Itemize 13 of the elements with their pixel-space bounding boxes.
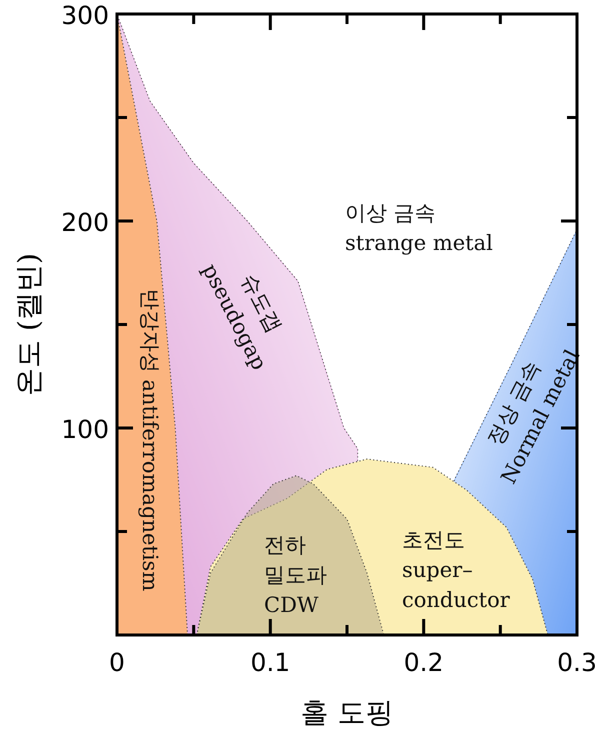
- y-tick-label: 100: [61, 415, 109, 444]
- x-tick-label: 0: [109, 648, 125, 677]
- y-tick-label: 300: [61, 1, 109, 30]
- annotation: 초전도 super– conductor: [402, 528, 511, 612]
- x-tick-label: 0.3: [557, 648, 595, 677]
- y-axis-title: 온도 (켈빈): [12, 253, 45, 396]
- annotation: 전하 밀도파 CDW: [264, 533, 327, 617]
- x-tick-label: 0.2: [404, 648, 444, 677]
- y-tick-label: 200: [61, 208, 109, 237]
- x-tick-label: 0.1: [250, 648, 290, 677]
- x-axis-title: 홀 도핑: [300, 696, 394, 729]
- annotation: 이상 금속 strange metal: [345, 201, 494, 255]
- annotation: 반강자성 antiferromagnetism: [138, 288, 162, 592]
